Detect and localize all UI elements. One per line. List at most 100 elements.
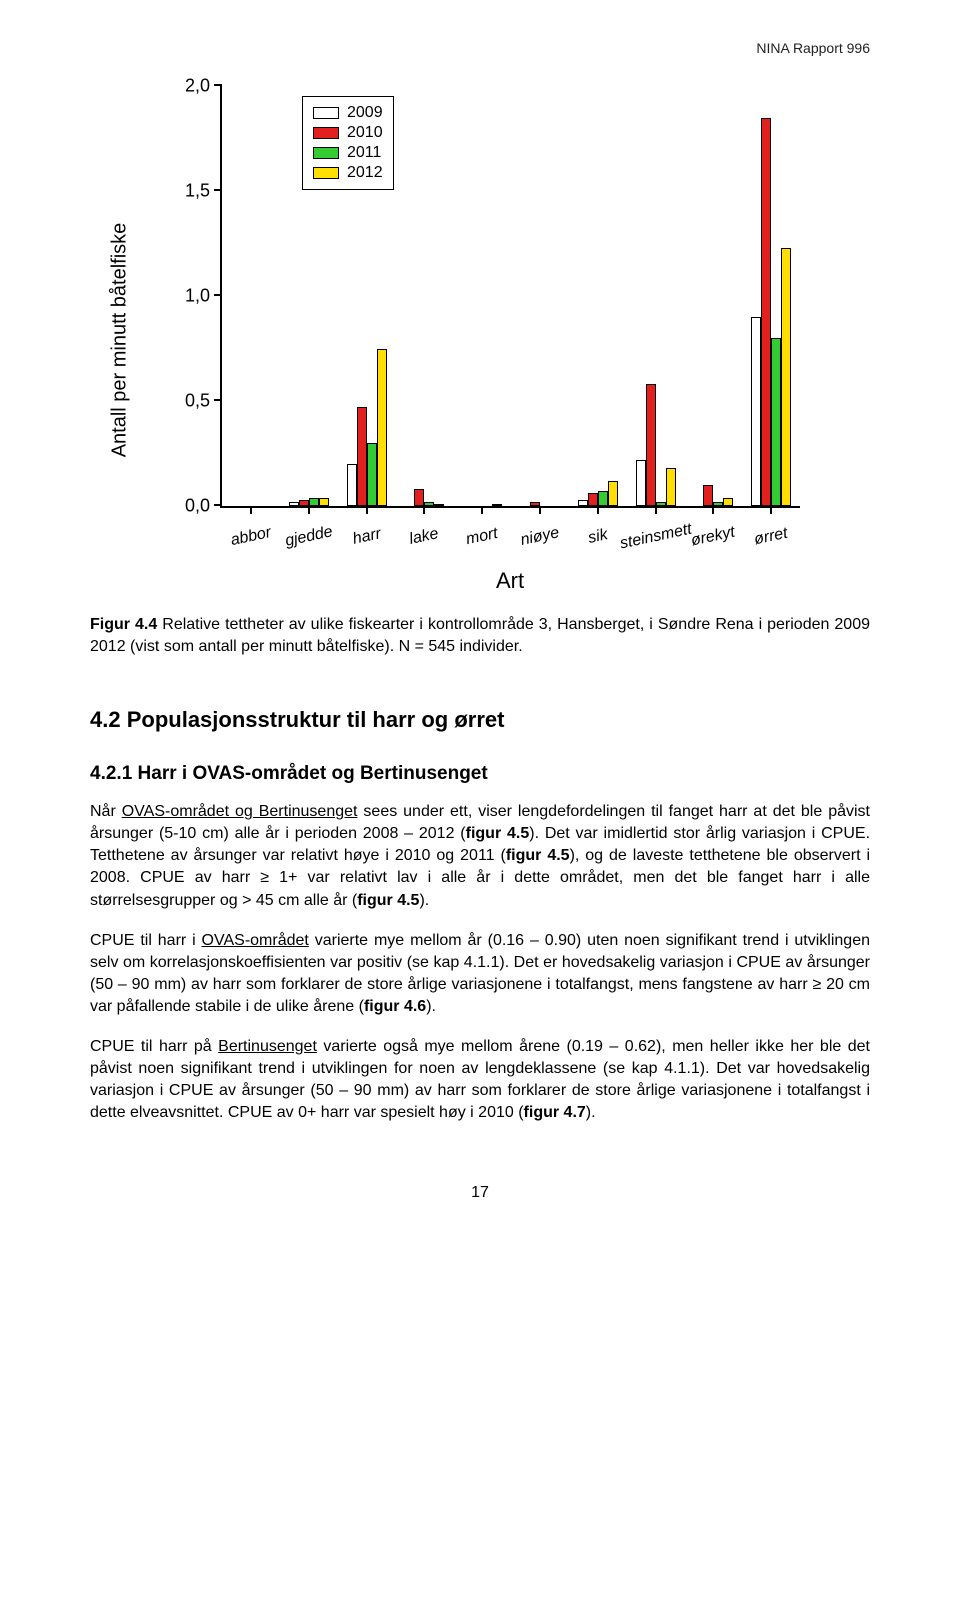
y-axis-label: Antall per minutt båtelfiske: [109, 223, 132, 458]
x-axis-label: Art: [220, 568, 800, 594]
section-number: 4.2: [90, 707, 121, 732]
chart-bar: [713, 502, 723, 506]
chart-bar: [761, 118, 771, 507]
x-tick-label: ørret: [753, 525, 790, 550]
y-tick-label: 2,0: [172, 76, 210, 97]
chart-bar: [434, 504, 444, 506]
x-tick: [597, 506, 599, 514]
p2-text: ).: [426, 998, 436, 1015]
p2-figure-ref-1: figur 4.6: [364, 998, 426, 1015]
chart-bar: [309, 498, 319, 506]
p3-figure-ref-1: figur 4.7: [524, 1104, 586, 1121]
legend-label: 2012: [347, 164, 383, 182]
legend-row: 2012: [313, 163, 383, 183]
legend-swatch: [313, 127, 339, 139]
p1-figure-ref-1: figur 4.5: [466, 825, 530, 842]
legend-label: 2010: [347, 124, 383, 142]
y-tick: [214, 294, 222, 296]
chart-bar: [299, 500, 309, 506]
subsection-title: Harr i OVAS-området og Bertinusenget: [138, 763, 488, 784]
chart-bar: [414, 489, 424, 506]
page: NINA Rapport 996 Antall per minutt båtel…: [0, 0, 960, 1262]
p3-underline-1: Bertinusenget: [218, 1038, 317, 1055]
x-tick: [308, 506, 310, 514]
chart-bar: [289, 502, 299, 506]
x-tick-label: abbor: [229, 524, 273, 550]
p1-text: ).: [419, 892, 429, 909]
chart-bar: [492, 504, 502, 506]
chart-bar: [666, 468, 676, 506]
y-tick-label: 1,0: [172, 286, 210, 307]
legend-row: 2010: [313, 123, 383, 143]
x-tick-label: niøye: [519, 524, 561, 550]
legend-row: 2011: [313, 143, 383, 163]
paragraph-2: CPUE til harr i OVAS-området varierte my…: [90, 930, 870, 1018]
chart-bar: [751, 317, 761, 506]
cpue-chart: Antall per minutt båtelfiske 20092010201…: [160, 86, 800, 594]
x-tick: [481, 506, 483, 514]
paragraph-3: CPUE til harr på Bertinusenget varierte …: [90, 1036, 870, 1124]
x-tick-label: ørekyt: [690, 524, 737, 551]
chart-bar: [646, 384, 656, 506]
p1-figure-ref-3: figur 4.5: [357, 892, 419, 909]
x-tick-label: steinsmett: [618, 521, 693, 554]
legend-swatch: [313, 167, 339, 179]
subsection-heading: 4.2.1 Harr i OVAS-området og Bertinuseng…: [90, 763, 870, 785]
legend-row: 2009: [313, 103, 383, 123]
chart-bar: [636, 460, 646, 506]
x-tick-label: lake: [408, 525, 440, 549]
x-tick: [539, 506, 541, 514]
chart-bar: [781, 248, 791, 506]
chart-bar: [530, 502, 540, 506]
legend-label: 2009: [347, 104, 383, 122]
y-tick: [214, 84, 222, 86]
chart-bar: [588, 493, 598, 506]
chart-bar: [598, 491, 608, 506]
chart-bar: [608, 481, 618, 506]
x-tick: [712, 506, 714, 514]
p1-underline-1: OVAS-området og Bertinusenget: [122, 803, 358, 820]
x-tick-label: mort: [465, 525, 500, 549]
y-tick: [214, 504, 222, 506]
chart-legend: 2009 2010 2011 2012: [302, 96, 394, 190]
chart-bar: [347, 464, 357, 506]
chart-bar: [723, 498, 733, 506]
chart-bar: [771, 338, 781, 506]
figure-caption: Figur 4.4 Relative tettheter av ulike fi…: [90, 614, 870, 657]
x-tick: [770, 506, 772, 514]
p3-text: CPUE til harr på: [90, 1038, 218, 1055]
p2-underline-1: OVAS-området: [202, 932, 309, 949]
x-tick: [423, 506, 425, 514]
p1-text: Når: [90, 803, 122, 820]
chart-bar: [656, 502, 666, 506]
subsection-number: 4.2.1: [90, 763, 132, 784]
x-tick: [655, 506, 657, 514]
chart-bar: [578, 500, 588, 506]
chart-bar: [703, 485, 713, 506]
chart-bar: [367, 443, 377, 506]
page-number: 17: [90, 1184, 870, 1202]
p1-figure-ref-2: figur 4.5: [506, 847, 570, 864]
legend-label: 2011: [347, 144, 381, 162]
chart-bar: [357, 407, 367, 506]
x-tick-label: harr: [351, 525, 383, 549]
section-heading: 4.2 Populasjonsstruktur til harr og ørre…: [90, 707, 870, 733]
chart-bar: [377, 349, 387, 507]
legend-swatch: [313, 107, 339, 119]
y-tick-label: 1,5: [172, 181, 210, 202]
chart-bar: [319, 498, 329, 506]
legend-swatch: [313, 147, 339, 159]
chart-bar: [424, 502, 434, 506]
figure-caption-text: Relative tettheter av ulike fiskearter i…: [90, 616, 870, 655]
plot-frame: 2009201020112012 0,00,51,01,52,0abborgje…: [220, 86, 800, 508]
y-tick: [214, 189, 222, 191]
figure-label: Figur 4.4: [90, 616, 157, 633]
paragraph-1: Når OVAS-området og Bertinusenget sees u…: [90, 801, 870, 911]
y-tick-label: 0,0: [172, 496, 210, 517]
y-tick-label: 0,5: [172, 391, 210, 412]
p3-text: ).: [586, 1104, 596, 1121]
x-tick-label: gjedde: [283, 523, 334, 551]
p2-text: CPUE til harr i: [90, 932, 202, 949]
x-tick: [366, 506, 368, 514]
x-tick-label: sik: [586, 526, 609, 548]
